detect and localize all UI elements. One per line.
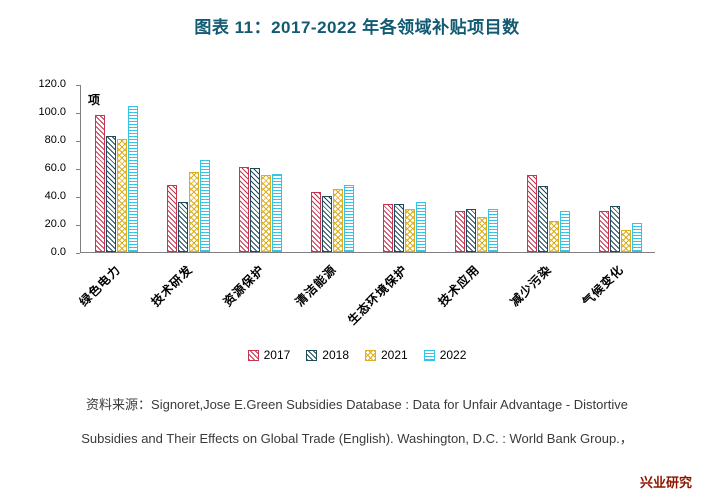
legend-swatch-2022 [423, 349, 435, 361]
y-tick-label-60.0: 60.0 [44, 162, 66, 174]
bar-2018-技术研发 [178, 202, 188, 252]
plot-area [80, 85, 655, 253]
legend-item-2022: 2022 [423, 348, 467, 362]
bar-2021-绿色电力 [117, 139, 127, 252]
y-axis-tick-labels: 0.0 20.0 40.0 60.0 80.0 100.0 120.0 [0, 78, 76, 258]
legend-swatch-2018 [306, 349, 318, 361]
bar-2017-清洁能源 [311, 192, 321, 252]
y-tick-label-40.0: 40.0 [44, 190, 66, 202]
legend-label-2018: 2018 [322, 348, 349, 362]
x-axis-label-减少污染: 减少污染 [507, 262, 555, 310]
bar-2021-减少污染 [549, 221, 559, 252]
x-axis-label-清洁能源: 清洁能源 [292, 262, 340, 310]
x-axis-label-资源保护: 资源保护 [220, 262, 268, 310]
x-axis-label-技术应用: 技术应用 [435, 262, 483, 310]
bar-2022-清洁能源 [344, 185, 354, 252]
bar-2018-生态环境保护 [394, 204, 404, 252]
bar-2021-气候变化 [621, 230, 631, 252]
y-tick-mark [76, 169, 80, 170]
y-tick-label-80.0: 80.0 [44, 134, 66, 146]
y-tick-mark [76, 85, 80, 86]
y-tick-mark [76, 197, 80, 198]
bar-2022-减少污染 [560, 211, 570, 252]
bar-2022-绿色电力 [128, 106, 138, 252]
chart-title: 图表 11：2017-2022 年各领域补贴项目数 [194, 18, 520, 37]
bar-2021-技术研发 [189, 172, 199, 252]
x-axis-label-技术研发: 技术研发 [148, 262, 196, 310]
bar-2017-资源保护 [239, 167, 249, 252]
bar-2017-生态环境保护 [383, 204, 393, 252]
legend-label-2022: 2022 [439, 348, 467, 362]
bar-2018-气候变化 [610, 206, 620, 252]
bar-2021-清洁能源 [333, 189, 343, 252]
source-line-1: 资料来源：Signoret,Jose E.Green Subsidies Dat… [86, 397, 628, 412]
bar-2018-技术应用 [466, 209, 476, 252]
bar-2017-减少污染 [527, 175, 537, 252]
bar-2017-绿色电力 [95, 115, 105, 252]
legend-swatch-2017 [247, 349, 259, 361]
source-note: 资料来源：Signoret,Jose E.Green Subsidies Dat… [20, 388, 694, 456]
source-line-2: Subsidies and Their Effects on Global Tr… [81, 431, 633, 446]
legend-item-2017: 2017 [247, 348, 291, 362]
bar-2022-资源保护 [272, 174, 282, 252]
x-axis-label-气候变化: 气候变化 [579, 262, 627, 310]
bar-2018-绿色电力 [106, 136, 116, 252]
y-axis-unit-label: 项 [88, 93, 101, 107]
y-axis-tick-marks [76, 85, 80, 254]
y-tick-label-120.0: 120.0 [38, 78, 66, 90]
bar-2021-资源保护 [261, 175, 271, 252]
legend-swatch-2021 [365, 349, 376, 361]
bar-2022-技术研发 [200, 160, 210, 252]
legend-item-2018: 2018 [306, 348, 349, 362]
y-tick-mark [76, 253, 80, 254]
bar-2018-清洁能源 [322, 196, 332, 252]
legend-label-2021: 2021 [381, 348, 408, 362]
y-tick-label-20.0: 20.0 [44, 218, 66, 230]
x-axis-label-生态环境保护: 生态环境保护 [345, 262, 411, 328]
y-tick-label-100.0: 100.0 [38, 106, 66, 118]
bar-2022-气候变化 [632, 223, 642, 252]
bar-2022-生态环境保护 [416, 202, 426, 252]
legend-label-2017: 2017 [263, 348, 291, 362]
legend: 2017 2018 2021 2022 [0, 348, 714, 362]
bar-2022-技术应用 [488, 209, 498, 252]
bar-2021-技术应用 [477, 217, 487, 252]
bar-2018-资源保护 [250, 168, 260, 252]
y-tick-label-0.0: 0.0 [50, 246, 66, 258]
legend-item-2021: 2021 [365, 348, 408, 362]
bar-2017-技术应用 [455, 211, 465, 252]
brand-label: 兴业研究 [639, 475, 692, 490]
y-tick-mark [76, 141, 80, 142]
bar-2021-生态环境保护 [405, 209, 415, 252]
x-axis-label-绿色电力: 绿色电力 [76, 262, 124, 310]
bar-2017-技术研发 [167, 185, 177, 252]
bar-2017-气候变化 [599, 211, 609, 252]
bar-2018-减少污染 [538, 186, 548, 252]
y-tick-mark [76, 225, 80, 226]
y-tick-mark [76, 113, 80, 114]
